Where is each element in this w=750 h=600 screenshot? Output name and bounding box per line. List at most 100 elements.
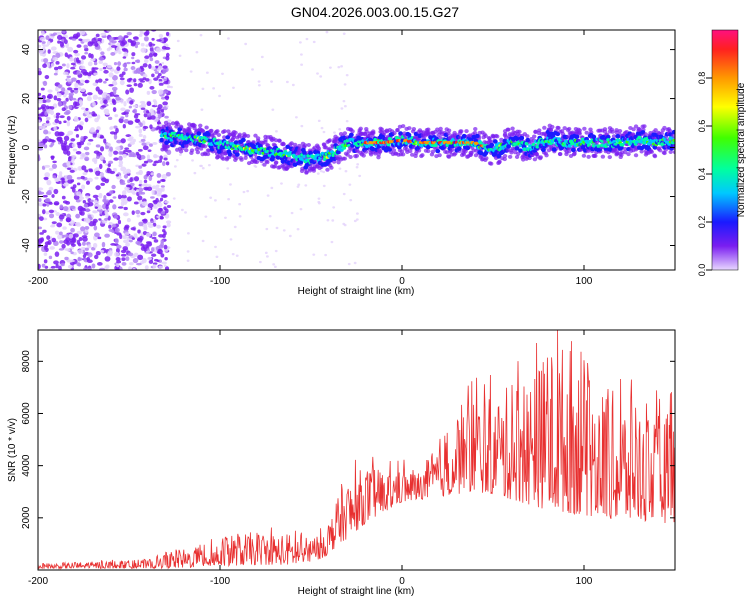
heatmap-cell — [145, 232, 152, 237]
heatmap-cell — [42, 209, 46, 215]
heatmap-cell — [102, 66, 107, 70]
heatmap-cell — [65, 217, 71, 223]
heatmap-cell — [96, 155, 100, 159]
heatmap-cell — [282, 229, 286, 232]
heatmap-cell — [58, 214, 65, 220]
heatmap-cell — [140, 47, 147, 53]
heatmap-cell — [120, 249, 127, 254]
colorbar-tick-label: 0.4 — [697, 168, 707, 181]
heatmap-cell — [157, 112, 162, 119]
heatmap-cell — [175, 158, 179, 162]
heatmap-cell — [148, 63, 152, 69]
heatmap-cell — [122, 170, 127, 175]
heatmap-cell — [242, 190, 246, 194]
heatmap-cell — [87, 61, 93, 67]
heatmap-cell — [61, 107, 66, 112]
heatmap-cell — [316, 172, 320, 175]
heatmap-cell — [303, 143, 308, 148]
heatmap-cell — [139, 30, 143, 35]
heatmap-cell — [69, 56, 74, 62]
heatmap-cell — [67, 167, 72, 171]
heatmap-cell — [98, 57, 105, 61]
heatmap-cell — [209, 128, 214, 133]
heatmap-cell — [104, 217, 109, 221]
heatmap-cell — [146, 221, 152, 226]
heatmap-cell — [62, 206, 69, 212]
heatmap-cell — [206, 132, 211, 137]
heatmap-cell — [159, 197, 164, 202]
y-tick-label: 6000 — [21, 402, 32, 425]
heatmap-cell — [114, 251, 120, 257]
heatmap-cell — [97, 236, 102, 240]
heatmap-cell — [101, 241, 106, 248]
heatmap-cell — [58, 248, 65, 251]
heatmap-cell — [173, 165, 177, 168]
heatmap-cell — [72, 184, 77, 189]
heatmap-cell — [151, 73, 155, 78]
heatmap-cell — [214, 245, 217, 249]
heatmap-cell — [97, 262, 103, 266]
heatmap-cell — [157, 248, 163, 255]
colorbar-tick-label: 0.0 — [697, 264, 707, 277]
heatmap-cell — [354, 153, 360, 158]
heatmap-cell — [92, 218, 98, 224]
heatmap-cell — [141, 257, 147, 264]
heatmap-cell — [145, 241, 152, 244]
heatmap-cell — [633, 124, 639, 129]
heatmap-cell — [94, 232, 100, 238]
heatmap-cell — [154, 65, 159, 69]
heatmap-cell — [76, 182, 81, 186]
heatmap-cell — [164, 266, 170, 270]
heatmap-cell — [104, 210, 108, 215]
heatmap-cell — [58, 174, 63, 179]
heatmap-cell — [39, 232, 44, 235]
heatmap-cell — [132, 108, 138, 114]
heatmap-cell — [392, 131, 397, 136]
heatmap-cell — [51, 221, 57, 225]
heatmap-cell — [285, 80, 289, 84]
heatmap-cell — [133, 233, 138, 238]
heatmap-cell — [89, 199, 94, 203]
heatmap-cell — [551, 147, 557, 152]
heatmap-cell — [306, 154, 311, 158]
heatmap-cell — [83, 267, 88, 270]
heatmap-cell — [204, 125, 209, 130]
heatmap-cell — [151, 37, 155, 41]
heatmap-cell — [178, 149, 184, 154]
heatmap-cell — [152, 163, 157, 167]
heatmap-cell — [125, 89, 130, 95]
heatmap-cell — [151, 185, 157, 190]
heatmap-cell — [132, 258, 139, 264]
heatmap-cell — [48, 209, 55, 214]
heatmap-cell — [104, 179, 109, 184]
heatmap-cell — [189, 148, 195, 153]
heatmap-cell — [86, 259, 93, 264]
heatmap-cell — [66, 115, 71, 121]
heatmap-cell — [212, 87, 216, 90]
heatmap-cell — [398, 131, 403, 136]
heatmap-cell — [244, 42, 248, 46]
heatmap-cell — [322, 170, 326, 174]
heatmap-cell — [148, 53, 154, 58]
heatmap-cell — [129, 262, 134, 266]
heatmap-cell — [188, 141, 194, 146]
heatmap-cell — [239, 157, 244, 162]
heatmap-cell — [348, 183, 352, 186]
heatmap-cell — [68, 105, 72, 110]
heatmap-cell — [138, 78, 144, 81]
heatmap-cell — [76, 44, 82, 48]
heatmap-cell — [195, 51, 199, 54]
heatmap-cell — [111, 86, 118, 91]
heatmap-cell — [340, 65, 343, 68]
heatmap-cell — [166, 223, 171, 228]
heatmap-cell — [254, 165, 258, 168]
heatmap-cell — [133, 201, 139, 205]
heatmap-cell — [53, 72, 58, 76]
heatmap-cell — [50, 155, 55, 161]
snr-frame — [37, 329, 676, 571]
heatmap-cell — [407, 126, 412, 131]
heatmap-cell — [160, 241, 164, 247]
heatmap-cell — [77, 143, 82, 149]
heatmap-cell — [38, 107, 42, 110]
